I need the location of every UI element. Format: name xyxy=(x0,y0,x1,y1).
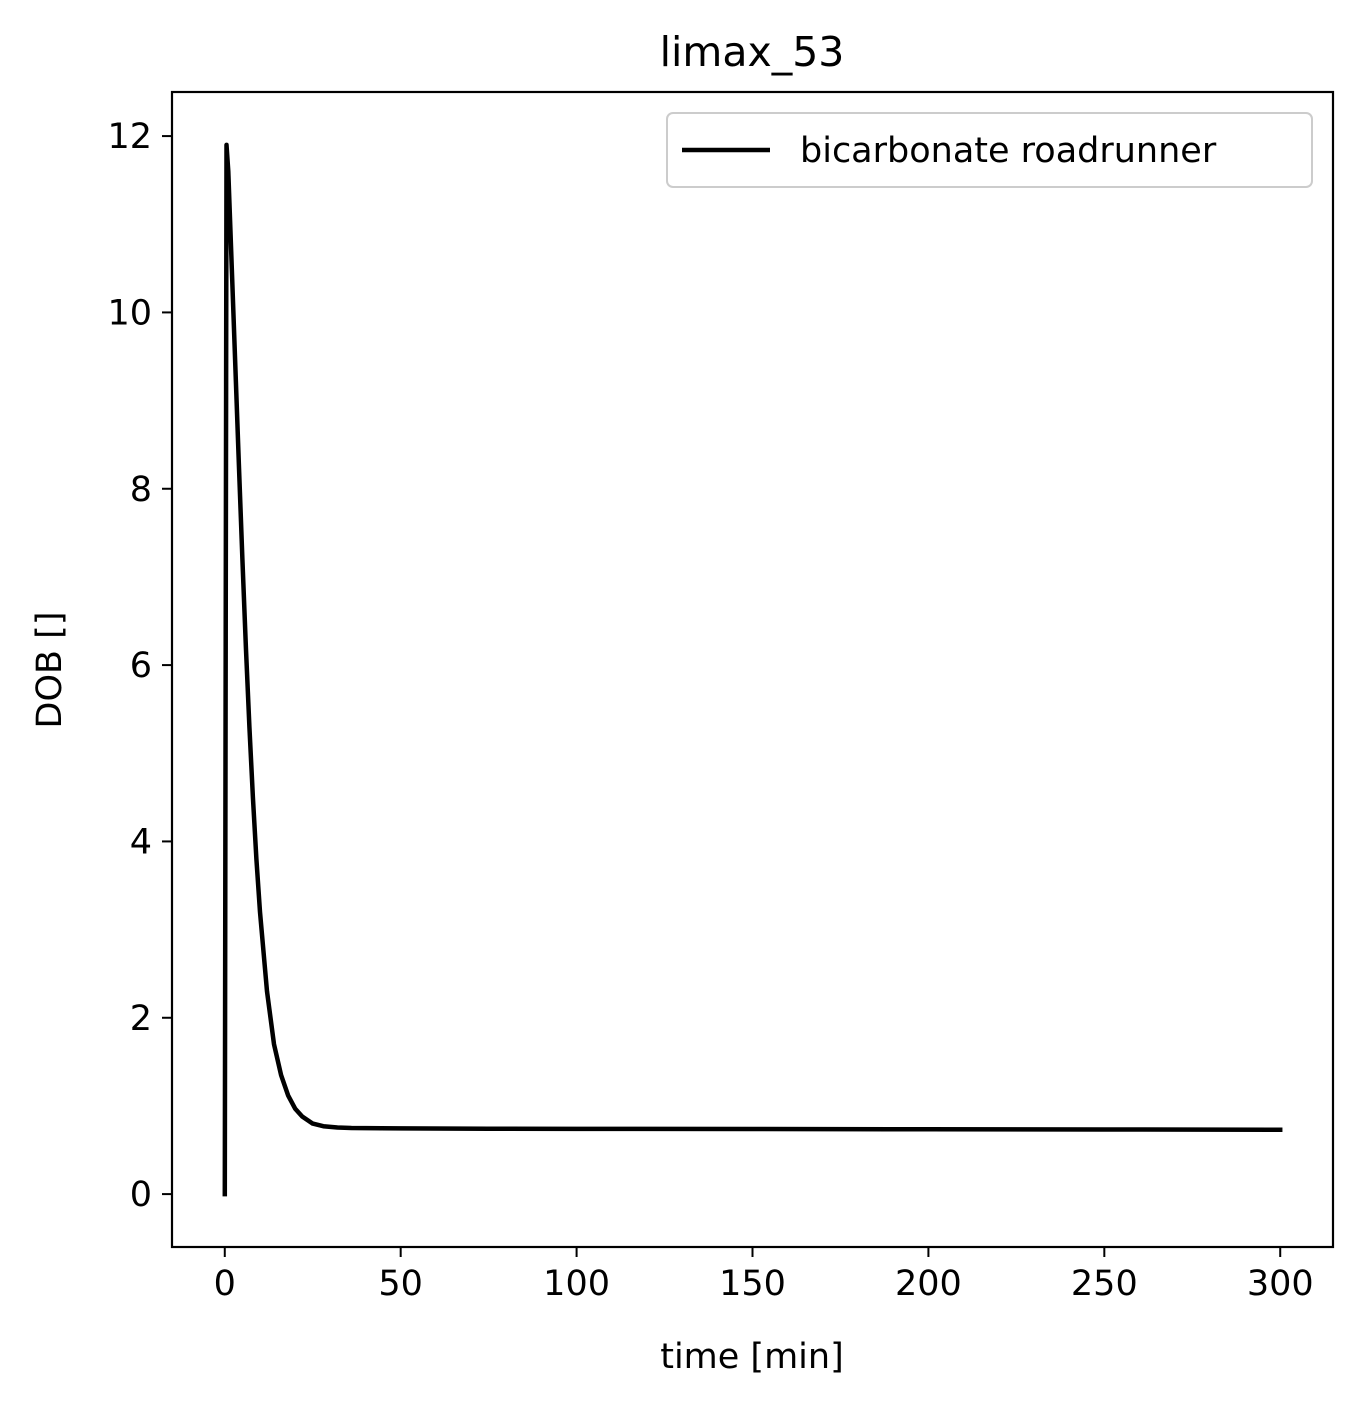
x-axis-ticks: 0 50 100 150 200 250 300 xyxy=(214,1247,1314,1304)
y-tick-label: 0 xyxy=(130,1175,152,1215)
y-axis-ticks: 0 2 4 6 8 10 12 xyxy=(107,117,172,1215)
x-tick-label: 150 xyxy=(719,1264,786,1304)
y-tick-label: 2 xyxy=(130,999,152,1039)
y-tick-label: 4 xyxy=(130,822,152,862)
y-tick-label: 6 xyxy=(130,646,152,686)
plot-frame xyxy=(170,90,1335,1249)
x-tick-label: 0 xyxy=(214,1264,236,1304)
y-tick-label: 8 xyxy=(130,470,152,510)
x-tick-label: 50 xyxy=(378,1264,423,1304)
plot-area xyxy=(172,92,1333,1247)
x-tick-label: 300 xyxy=(1247,1264,1314,1304)
legend: bicarbonate roadrunner xyxy=(666,112,1313,188)
x-axis-label: time [min] xyxy=(660,1337,844,1377)
legend-frame xyxy=(666,112,1313,188)
x-tick-label: 100 xyxy=(543,1264,610,1304)
series-line xyxy=(222,142,1283,1197)
x-tick-label: 200 xyxy=(895,1264,962,1304)
chart-title: limax_53 xyxy=(660,28,845,76)
y-tick-label: 12 xyxy=(107,117,152,157)
y-axis-label: DOB [] xyxy=(30,612,70,729)
x-tick-label: 250 xyxy=(1071,1264,1138,1304)
series-layer xyxy=(222,142,1283,1197)
y-tick-label: 10 xyxy=(107,293,152,333)
legend-label: bicarbonate roadrunner xyxy=(800,131,1217,171)
